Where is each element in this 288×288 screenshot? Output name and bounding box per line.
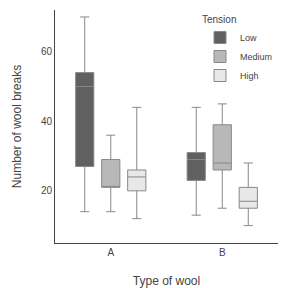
svg-text:Tension: Tension — [202, 14, 236, 25]
svg-text:A: A — [107, 247, 114, 258]
svg-text:Low: Low — [240, 33, 257, 43]
svg-text:60: 60 — [41, 46, 53, 57]
svg-text:40: 40 — [41, 116, 53, 127]
svg-text:Type of wool: Type of wool — [133, 274, 200, 288]
svg-text:Medium: Medium — [240, 52, 272, 62]
svg-text:Number of wool breaks: Number of wool breaks — [10, 65, 24, 188]
svg-text:20: 20 — [41, 185, 53, 196]
svg-text:B: B — [219, 247, 226, 258]
svg-text:High: High — [240, 71, 259, 81]
